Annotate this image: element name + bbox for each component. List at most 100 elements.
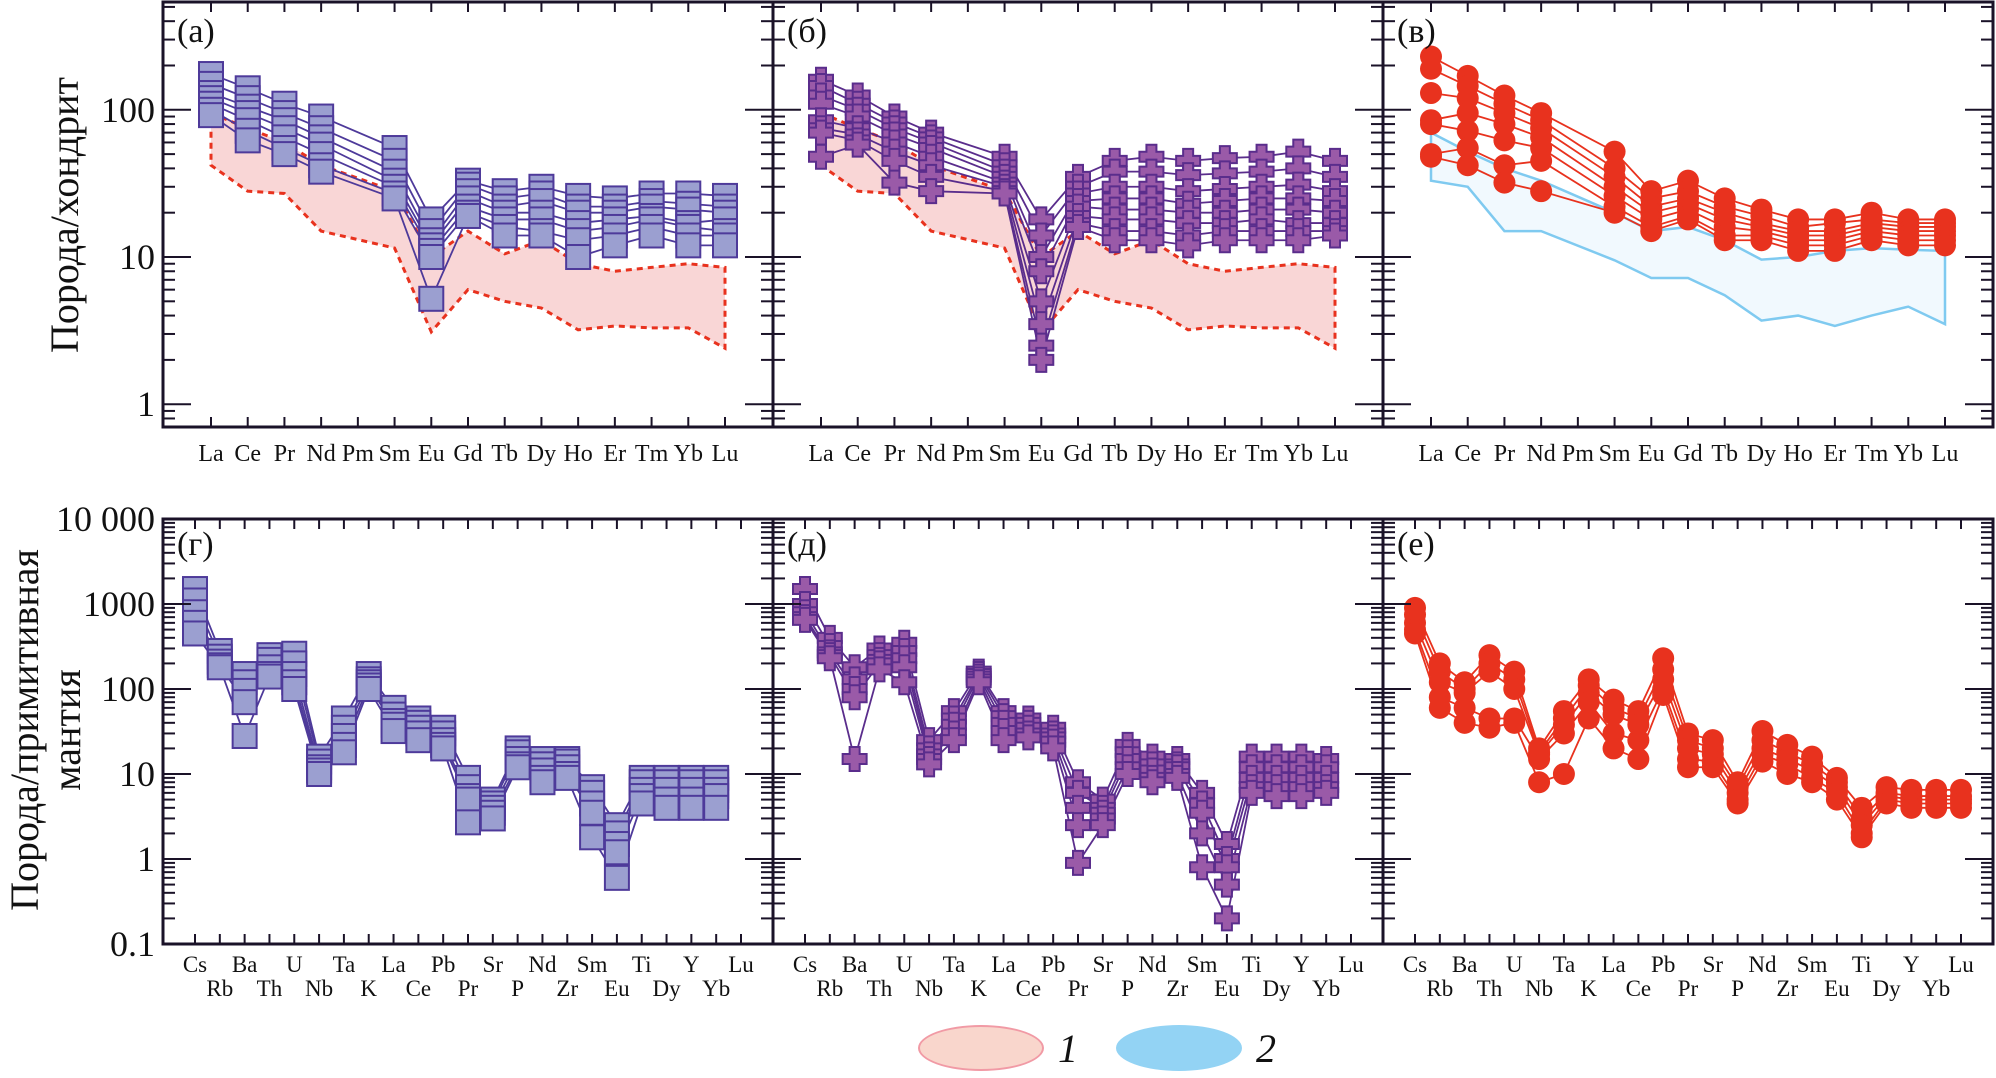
x-tick-label: P [1121,976,1134,1001]
x-tick-label: K [1580,976,1597,1001]
data-point [675,232,702,259]
x-tick-label: Nd [528,952,557,977]
data-point [1602,737,1625,760]
x-tick-label: Th [1477,976,1503,1001]
x-tick-label: U [286,952,303,977]
x-tick-label: La [1418,441,1444,467]
x-tick-label: Nb [305,976,333,1001]
y-tick-label: 10 [119,754,155,794]
x-tick-label: La [991,952,1015,977]
data-point [1801,771,1824,794]
data-point [628,790,655,817]
y-tick-label: 10 [119,237,155,277]
data-point [565,244,592,271]
x-tick-label: Ho [563,441,592,467]
x-tick-label: Ce [1454,441,1481,467]
x-tick-label: Er [1824,441,1847,467]
plot-frame [771,517,1385,946]
data-point [234,127,261,154]
data-point [1528,748,1551,771]
y-tick-label: 1000 [83,584,155,624]
x-tick-label: Ti [632,952,652,977]
data-point [1456,102,1479,125]
legend-swatch-field-1 [918,1025,1044,1071]
data-point [808,143,834,170]
x-tick-label: Ta [333,952,356,977]
data-point [1493,113,1516,136]
x-tick-label: K [360,976,377,1001]
x-tick-label: Ti [1852,952,1872,977]
data-point [231,689,258,716]
data-point [792,606,818,633]
data-point [1263,783,1290,810]
data-point [1456,119,1479,142]
x-tick-label: Lu [1932,441,1959,467]
data-point [1602,703,1625,726]
data-point [603,839,630,866]
x-tick-label: Nd [1138,952,1167,977]
panel-label: (д) [787,526,827,563]
data-point [455,786,481,813]
data-point [1313,779,1340,806]
data-point [601,232,628,259]
x-tick-label: Sr [1093,952,1114,977]
x-tick-label: Sm [1187,952,1218,977]
x-tick-label: Zr [1166,976,1188,1001]
data-point [1850,826,1873,849]
x-tick-label: Tb [491,441,518,467]
data-point [306,761,333,787]
data-point [1776,763,1799,785]
x-tick-label: Cs [183,952,207,977]
data-point [1139,769,1166,796]
x-tick-label: Nb [915,976,943,1001]
data-point [712,232,738,259]
data-point [1577,707,1600,730]
y-tick-label: 10 000 [56,499,155,539]
x-tick-label: Nd [306,441,335,467]
data-point [1456,154,1479,177]
x-tick-label: Ce [406,976,432,1001]
x-tick-label: Tb [1101,441,1128,467]
y-tick-label: 100 [101,90,155,130]
panel-b: La Ce Pr Nd Pm Sm Eu Gd Tb Dy Ho Er Tm Yb Lu (б) [771,0,1385,467]
data-point [1089,812,1116,839]
x-tick-label: La [1601,952,1625,977]
x-tick-label: Lu [1338,952,1364,977]
data-point [206,654,233,681]
data-point [1825,788,1848,811]
data-point [1175,232,1202,259]
data-point [1028,346,1055,373]
x-tick-label: Er [604,441,627,467]
x-tick-label: Lu [712,441,739,467]
data-point [579,824,606,851]
y-axis-title-bottom-line2: мантия [44,669,89,790]
x-tick-label: Yb [674,441,703,467]
x-tick-label: P [511,976,524,1001]
data-point [1478,716,1501,739]
x-tick-label: Pr [458,976,479,1001]
x-tick-label: Zr [556,976,578,1001]
data-point [182,620,208,647]
data-point [653,794,680,821]
x-tick-label: Y [1903,952,1920,977]
data-point [678,794,705,821]
x-tick-label: Pb [1651,952,1675,977]
data-point [1552,722,1575,745]
data-point [1213,905,1240,932]
data-point [1701,756,1724,779]
x-tick-label: Pr [1494,441,1515,467]
data-point [1420,82,1442,105]
data-point [1875,792,1898,815]
data-point [1823,239,1846,262]
data-point [1552,763,1575,785]
x-tick-label: Rb [206,976,233,1001]
data-point [430,735,457,762]
panel-c: La Ce Pr Nd Pm Sm Eu Gd Tb Dy Ho Er Tm Yb Lu (в) [1381,0,1995,467]
y-axis-title-top-text: Порода/хондрит [42,77,87,353]
x-tick-label: Dy [652,976,681,1001]
legend: 1 2 [918,1025,1300,1071]
data-point [1138,227,1165,254]
data-point [1065,812,1091,839]
data-point [256,663,283,690]
